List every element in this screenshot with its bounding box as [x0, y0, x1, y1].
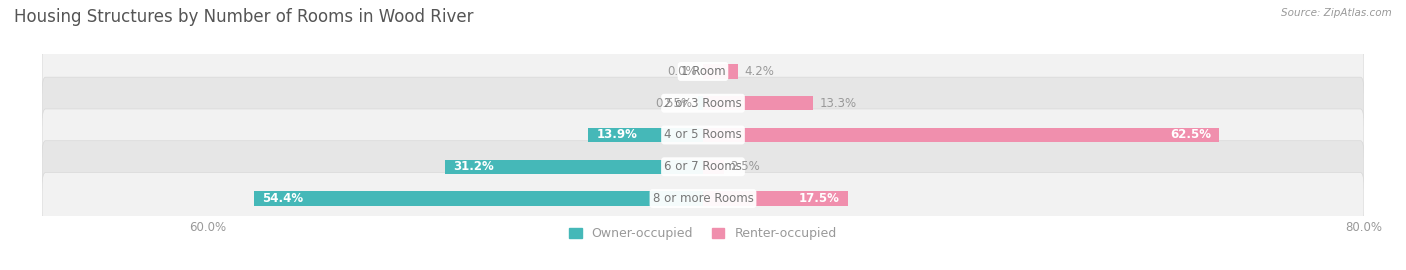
Text: 1 Room: 1 Room [681, 65, 725, 78]
Bar [446, 160, 703, 174]
Text: 31.2%: 31.2% [454, 160, 495, 173]
Text: 13.3%: 13.3% [820, 97, 856, 110]
Bar [703, 160, 724, 174]
Text: 0.0%: 0.0% [666, 65, 696, 78]
FancyBboxPatch shape [42, 77, 1364, 129]
Bar [703, 96, 813, 110]
Text: Housing Structures by Number of Rooms in Wood River: Housing Structures by Number of Rooms in… [14, 8, 474, 26]
Text: 4.2%: 4.2% [744, 65, 775, 78]
Bar [253, 191, 703, 206]
Text: 6 or 7 Rooms: 6 or 7 Rooms [664, 160, 742, 173]
Bar [703, 128, 1219, 142]
Text: 2.5%: 2.5% [730, 160, 761, 173]
Text: 13.9%: 13.9% [596, 129, 637, 141]
Legend: Owner-occupied, Renter-occupied: Owner-occupied, Renter-occupied [564, 222, 842, 245]
FancyBboxPatch shape [42, 141, 1364, 193]
Bar [703, 64, 738, 79]
Text: 4 or 5 Rooms: 4 or 5 Rooms [664, 129, 742, 141]
Text: 17.5%: 17.5% [799, 192, 839, 205]
Text: 62.5%: 62.5% [1170, 129, 1211, 141]
FancyBboxPatch shape [42, 45, 1364, 97]
Bar [588, 128, 703, 142]
Text: 2 or 3 Rooms: 2 or 3 Rooms [664, 97, 742, 110]
Text: 8 or more Rooms: 8 or more Rooms [652, 192, 754, 205]
Bar [699, 96, 703, 110]
Text: 54.4%: 54.4% [262, 192, 304, 205]
FancyBboxPatch shape [42, 173, 1364, 225]
Text: 0.55%: 0.55% [655, 97, 692, 110]
Bar [703, 191, 848, 206]
FancyBboxPatch shape [42, 109, 1364, 161]
Text: Source: ZipAtlas.com: Source: ZipAtlas.com [1281, 8, 1392, 18]
